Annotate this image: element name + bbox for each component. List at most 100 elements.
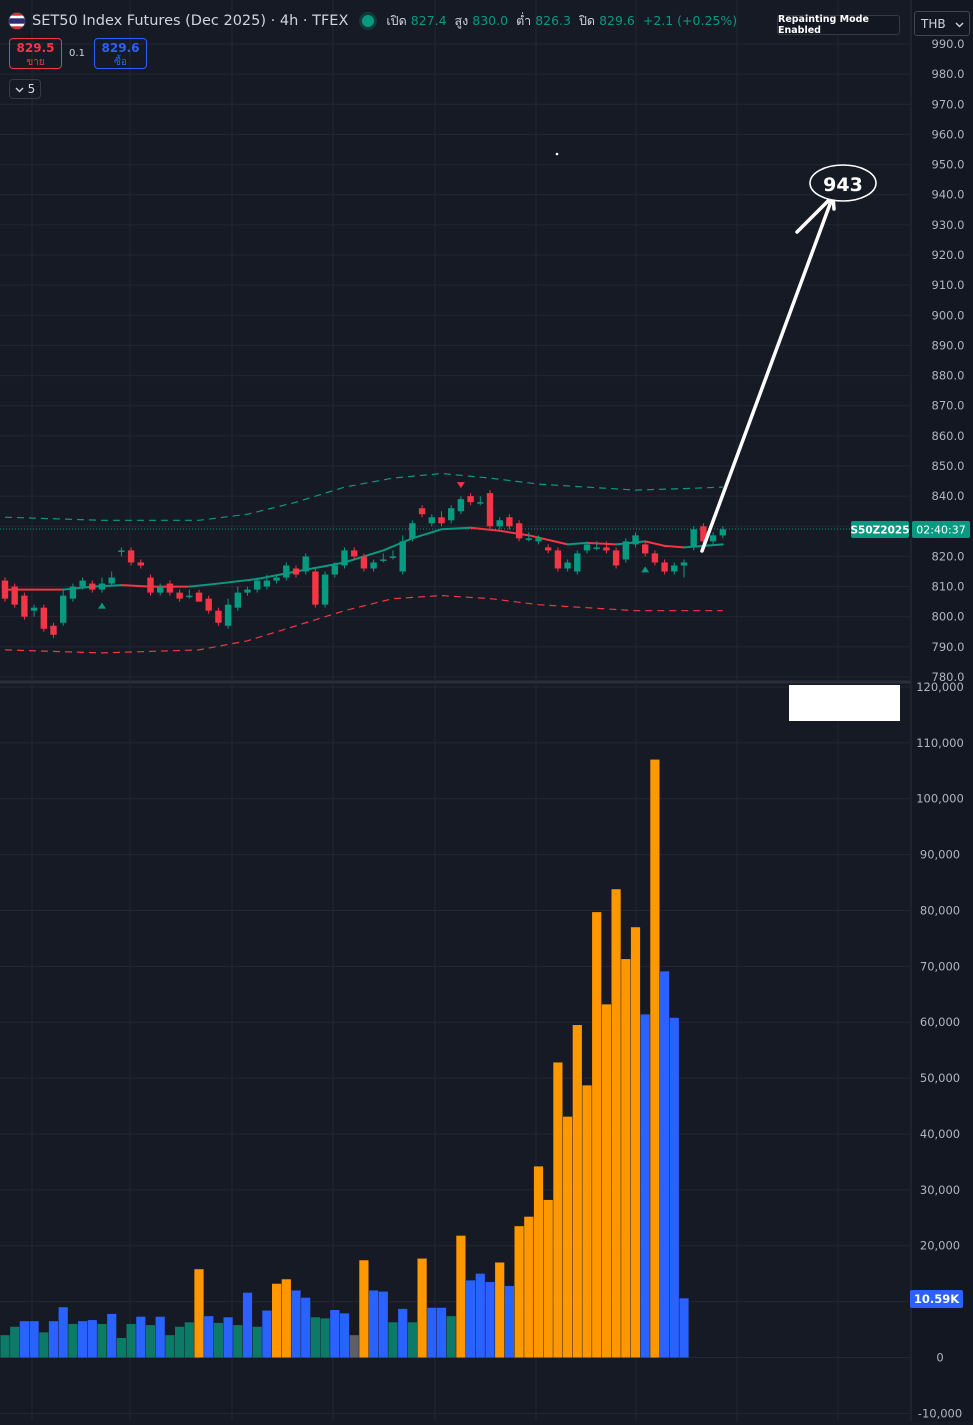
thailand-flag-icon <box>8 12 26 30</box>
ma-segment <box>440 526 472 531</box>
indicators-collapse-button[interactable]: 5 <box>9 79 41 99</box>
close-value: 829.6 <box>599 13 635 28</box>
candle-body <box>438 517 445 524</box>
candle-body <box>612 550 620 566</box>
price-tick-label: 930.0 <box>932 218 965 232</box>
candle-body <box>506 517 513 527</box>
chevron-down-icon <box>955 17 964 31</box>
chevron-down-icon <box>15 82 24 96</box>
ma-segment <box>615 540 647 546</box>
candle-body <box>263 580 271 587</box>
candle-body <box>418 508 426 515</box>
volume-bar <box>155 1316 165 1358</box>
candle-body <box>79 580 86 587</box>
price-tick-label: 850.0 <box>932 459 965 473</box>
candle-body <box>118 550 125 552</box>
candle-body <box>661 562 668 572</box>
volume-tick-label: 0 <box>936 1351 943 1365</box>
market-open-icon <box>362 15 375 27</box>
volume-bar <box>330 1310 340 1358</box>
volume-tick-label: 80,000 <box>920 903 960 917</box>
candle-body <box>651 553 659 563</box>
currency-selector[interactable]: THB <box>914 11 970 36</box>
candle-body <box>321 574 329 605</box>
signal-markers <box>98 482 650 609</box>
volume-bar <box>660 971 670 1358</box>
volume-bar <box>398 1308 408 1358</box>
volume-bar <box>301 1297 311 1358</box>
change-value: +2.1 (+0.25%) <box>642 13 738 28</box>
candle-body <box>89 583 96 590</box>
candle-body <box>11 586 18 605</box>
price-tick-label: 990.0 <box>932 37 965 51</box>
price-tick-label: 840.0 <box>932 489 965 503</box>
candle-body <box>457 499 465 512</box>
candle-body <box>486 493 494 527</box>
volume-bar <box>320 1318 330 1358</box>
high-label: สูง <box>454 13 469 28</box>
volume-bar <box>262 1310 272 1358</box>
candle-body <box>399 541 406 572</box>
candle-body <box>496 520 503 527</box>
volume-bar <box>611 889 621 1358</box>
candle-body <box>583 544 591 551</box>
candle-body <box>525 538 532 540</box>
candle-body <box>30 607 38 611</box>
price-tick-label: 890.0 <box>932 338 965 352</box>
ma-segment <box>547 538 569 546</box>
volume-bar <box>485 1282 495 1358</box>
candle-body <box>545 547 552 551</box>
volume-tick-label: 90,000 <box>920 848 960 862</box>
volume-bar <box>126 1323 136 1358</box>
envelope-bands <box>4 472 723 654</box>
volume-bar <box>252 1326 262 1358</box>
candle-body <box>709 535 717 542</box>
volume-tick-label: 110,000 <box>916 736 964 750</box>
volume-bar <box>291 1290 301 1358</box>
target-ellipse <box>809 164 877 202</box>
ma-segment <box>702 543 724 547</box>
candle-body <box>108 577 115 584</box>
symbol-tag-bg <box>851 521 909 538</box>
sell-label: ขาย <box>26 57 45 68</box>
price-tick-label: 900.0 <box>932 308 965 322</box>
volume-bar <box>388 1322 398 1358</box>
candle-body <box>448 508 455 521</box>
price-tick-label: 800.0 <box>932 610 965 624</box>
volume-axis[interactable]: 120,000 110,000 100,000 90,000 80,000 70,000 6… <box>916 680 964 1420</box>
candle-body <box>157 586 164 593</box>
volume-bar <box>223 1317 233 1358</box>
countdown-bg <box>912 521 970 538</box>
volume-bar <box>427 1307 437 1358</box>
candle-body <box>244 589 251 593</box>
volume-tick-label: 30,000 <box>920 1183 960 1197</box>
symbol-title[interactable]: SET50 Index Futures (Dec 2025) · 4h · TF… <box>32 13 349 29</box>
volume-bar <box>495 1262 505 1358</box>
repainting-badge: Repainting Mode Enabled <box>777 14 900 36</box>
volume-bar <box>475 1273 485 1358</box>
volume-bar <box>669 1017 679 1358</box>
candle-body <box>642 544 649 554</box>
volume-bar <box>213 1322 223 1358</box>
close-label: ปิด <box>579 13 596 28</box>
candle-body <box>632 535 639 545</box>
volume-bar <box>679 1298 689 1358</box>
price-tick-label: 810.0 <box>932 580 965 594</box>
open-value: 827.4 <box>410 13 447 28</box>
volume-bar <box>10 1326 20 1358</box>
symbol-header[interactable]: SET50 Index Futures (Dec 2025) · 4h · TF… <box>8 11 737 31</box>
price-axis[interactable]: 990.0 980.0 970.0 960.0 950.0 940.0 930.0 920.0… <box>932 37 965 684</box>
lower-band-line <box>4 594 723 654</box>
buy-button[interactable]: 829.6 ซื้อ <box>94 38 147 69</box>
candle-body <box>1 580 9 599</box>
target-arrow-head <box>795 194 836 234</box>
white-overlay-box <box>789 685 900 721</box>
price-tick-label: 820.0 <box>932 549 965 563</box>
ma-segment <box>663 544 685 549</box>
ma-segment <box>469 526 501 532</box>
buy-label: ซื้อ <box>114 57 127 68</box>
sell-button[interactable]: 829.5 ขาย <box>9 38 62 69</box>
volume-bar <box>436 1307 447 1358</box>
